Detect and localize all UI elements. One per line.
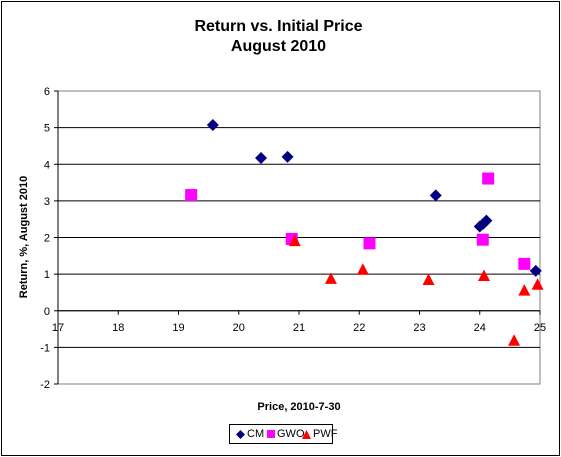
- y-tick-label: 4: [44, 159, 50, 171]
- legend-label-pwf: PWF: [313, 428, 338, 440]
- point-gwo: [185, 189, 198, 202]
- point-gwo: [518, 257, 531, 270]
- y-tick-label: 1: [44, 269, 50, 281]
- point-pwf: [508, 334, 521, 346]
- y-tick-label: 2: [44, 233, 50, 245]
- point-gwo: [363, 237, 376, 250]
- y-tick-label: 5: [44, 123, 50, 135]
- legend-label-cm: CM: [247, 428, 265, 440]
- chart-title: Return vs. Initial Price: [194, 18, 363, 35]
- y-tick-label: -2: [40, 379, 50, 391]
- x-axis-label: Price, 2010-7-30: [257, 401, 340, 413]
- point-cm: [206, 119, 219, 132]
- x-tick-label: 22: [353, 322, 365, 334]
- square-marker-icon: [267, 430, 275, 438]
- point-cm: [529, 264, 542, 277]
- x-tick-label: 19: [172, 322, 184, 334]
- y-tick-label: 3: [44, 196, 50, 208]
- legend-item-cm: CM: [236, 428, 264, 440]
- point-gwo: [476, 233, 489, 246]
- x-tick-label: 23: [413, 322, 425, 334]
- point-pwf: [422, 273, 435, 285]
- point-pwf: [477, 269, 490, 281]
- x-tick-label: 17: [52, 322, 64, 334]
- y-tick-label: 6: [44, 86, 50, 98]
- diamond-marker-icon: [236, 429, 245, 439]
- point-gwo: [482, 172, 495, 185]
- point-cm: [480, 214, 493, 227]
- point-cm: [429, 189, 442, 202]
- point-cm: [281, 150, 294, 163]
- triangle-marker-icon: [302, 429, 311, 439]
- point-pwf: [288, 234, 301, 247]
- legend: CM GWO PWF: [229, 424, 337, 444]
- point-pwf: [356, 263, 369, 275]
- x-tick-label: 18: [112, 322, 124, 334]
- y-tick-label: -1: [40, 342, 50, 354]
- x-tick-label: 24: [474, 322, 486, 334]
- x-tick-label: 20: [233, 322, 245, 334]
- legend-item-pwf: PWF: [302, 428, 337, 440]
- point-pwf: [324, 272, 337, 284]
- data-points: [185, 119, 544, 346]
- x-tick-label: 25: [534, 322, 546, 334]
- legend-label-gwo: GWO: [277, 428, 305, 440]
- point-cm: [255, 152, 268, 165]
- legend-item-gwo: GWO: [267, 428, 305, 440]
- y-tick-label: 0: [44, 306, 50, 318]
- chart-subtitle: August 2010: [230, 38, 327, 55]
- y-axis-label: Return, %, August 2010: [18, 176, 30, 298]
- point-pwf: [518, 284, 531, 296]
- x-tick-label: 21: [293, 322, 305, 334]
- point-pwf: [531, 278, 544, 290]
